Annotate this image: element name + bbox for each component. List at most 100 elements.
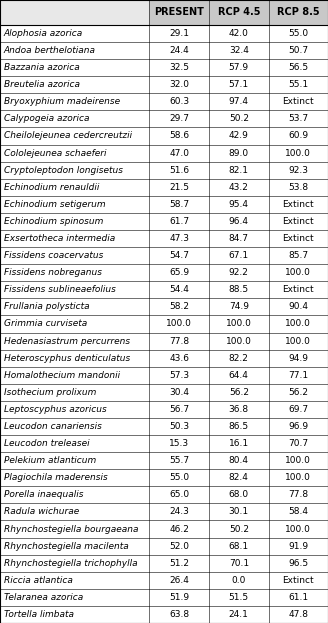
Text: 47.0: 47.0 — [169, 148, 189, 158]
Text: 100.0: 100.0 — [226, 336, 252, 346]
Text: 67.1: 67.1 — [229, 251, 249, 260]
Text: Isothecium prolixum: Isothecium prolixum — [4, 388, 96, 397]
Text: Heteroscyphus denticulatus: Heteroscyphus denticulatus — [4, 354, 130, 363]
Text: 51.6: 51.6 — [169, 166, 189, 174]
Bar — [0, 487, 328, 503]
Text: Telaranea azorica: Telaranea azorica — [4, 593, 83, 602]
Text: Hedenasiastrum percurrens: Hedenasiastrum percurrens — [4, 336, 130, 346]
Bar — [0, 179, 328, 196]
Text: Rhynchostegiella bourgaeana: Rhynchostegiella bourgaeana — [4, 525, 138, 533]
Text: 36.8: 36.8 — [229, 405, 249, 414]
Bar — [209, 0, 269, 25]
Bar — [0, 350, 328, 367]
Text: 32.5: 32.5 — [169, 63, 189, 72]
Text: 57.9: 57.9 — [229, 63, 249, 72]
Text: 29.7: 29.7 — [169, 115, 189, 123]
Text: 100.0: 100.0 — [285, 336, 311, 346]
Text: 84.7: 84.7 — [229, 234, 249, 243]
Text: 69.7: 69.7 — [288, 405, 308, 414]
Text: 55.0: 55.0 — [169, 473, 189, 482]
Bar — [0, 281, 328, 298]
Text: 92.2: 92.2 — [229, 268, 249, 277]
Text: Riccia atlantica: Riccia atlantica — [4, 576, 73, 585]
Text: 65.0: 65.0 — [169, 490, 189, 500]
Bar — [0, 0, 149, 25]
Bar — [0, 76, 328, 93]
Text: 29.1: 29.1 — [169, 29, 189, 38]
Text: 43.6: 43.6 — [169, 354, 189, 363]
Text: 77.8: 77.8 — [288, 490, 308, 500]
Text: 60.9: 60.9 — [288, 131, 308, 141]
Bar — [0, 59, 328, 76]
Text: 47.3: 47.3 — [169, 234, 189, 243]
Text: Grimmia curviseta: Grimmia curviseta — [4, 320, 87, 328]
Text: 32.0: 32.0 — [169, 80, 189, 89]
Text: 96.5: 96.5 — [288, 559, 308, 568]
Text: 58.6: 58.6 — [169, 131, 189, 141]
Text: 96.9: 96.9 — [288, 422, 308, 431]
Text: 54.4: 54.4 — [169, 285, 189, 294]
Text: Fissidens sublineaefolius: Fissidens sublineaefolius — [4, 285, 116, 294]
Text: 50.2: 50.2 — [229, 525, 249, 533]
Text: PRESENT: PRESENT — [154, 7, 204, 17]
Text: 16.1: 16.1 — [229, 439, 249, 448]
Bar — [0, 435, 328, 452]
Text: Calypogeia azorica: Calypogeia azorica — [4, 115, 90, 123]
Text: RCP 4.5: RCP 4.5 — [217, 7, 260, 17]
Bar — [0, 128, 328, 145]
Text: 70.1: 70.1 — [229, 559, 249, 568]
Bar — [0, 606, 328, 623]
Text: Andoa berthelotiana: Andoa berthelotiana — [4, 46, 96, 55]
Text: 50.3: 50.3 — [169, 422, 189, 431]
Text: Fissidens nobreganus: Fissidens nobreganus — [4, 268, 102, 277]
Bar — [0, 554, 328, 572]
Bar — [0, 298, 328, 315]
Text: 57.3: 57.3 — [169, 371, 189, 380]
Text: Homalothecium mandonii: Homalothecium mandonii — [4, 371, 120, 380]
Bar — [0, 469, 328, 487]
Text: 68.0: 68.0 — [229, 490, 249, 500]
Text: 56.5: 56.5 — [288, 63, 308, 72]
Bar — [0, 589, 328, 606]
Bar — [0, 315, 328, 333]
Text: 26.4: 26.4 — [169, 576, 189, 585]
Text: 51.2: 51.2 — [169, 559, 189, 568]
Text: Bryoxyphium madeirense: Bryoxyphium madeirense — [4, 97, 120, 107]
Text: 50.2: 50.2 — [229, 115, 249, 123]
Bar — [0, 247, 328, 264]
Bar — [0, 418, 328, 435]
Text: 15.3: 15.3 — [169, 439, 189, 448]
Text: 57.1: 57.1 — [229, 80, 249, 89]
Text: Alophosia azorica: Alophosia azorica — [4, 29, 83, 38]
Text: 100.0: 100.0 — [285, 525, 311, 533]
Text: 65.9: 65.9 — [169, 268, 189, 277]
Text: 89.0: 89.0 — [229, 148, 249, 158]
Text: 32.4: 32.4 — [229, 46, 249, 55]
Text: 68.1: 68.1 — [229, 541, 249, 551]
Text: 58.7: 58.7 — [169, 200, 189, 209]
Text: 70.7: 70.7 — [288, 439, 308, 448]
Text: Extinct: Extinct — [282, 97, 314, 107]
Text: 51.9: 51.9 — [169, 593, 189, 602]
Text: Bazzania azorica: Bazzania azorica — [4, 63, 80, 72]
Text: Rhynchostegiella macilenta: Rhynchostegiella macilenta — [4, 541, 129, 551]
Text: Echinodium setigerum: Echinodium setigerum — [4, 200, 106, 209]
Text: 43.2: 43.2 — [229, 183, 249, 192]
Bar — [0, 93, 328, 110]
Bar — [0, 503, 328, 520]
Text: Porella inaequalis: Porella inaequalis — [4, 490, 83, 500]
Text: 56.7: 56.7 — [169, 405, 189, 414]
Bar — [0, 145, 328, 161]
Text: 0.0: 0.0 — [232, 576, 246, 585]
Text: Exsertotheca intermedia: Exsertotheca intermedia — [4, 234, 115, 243]
Text: 54.7: 54.7 — [169, 251, 189, 260]
Bar — [0, 42, 328, 59]
Text: 82.4: 82.4 — [229, 473, 249, 482]
Text: Echinodium renauldii: Echinodium renauldii — [4, 183, 99, 192]
Text: 56.2: 56.2 — [288, 388, 308, 397]
Text: Extinct: Extinct — [282, 576, 314, 585]
Text: Cryptoleptodon longisetus: Cryptoleptodon longisetus — [4, 166, 123, 174]
Text: 53.8: 53.8 — [288, 183, 308, 192]
Text: 61.1: 61.1 — [288, 593, 308, 602]
Text: 95.4: 95.4 — [229, 200, 249, 209]
